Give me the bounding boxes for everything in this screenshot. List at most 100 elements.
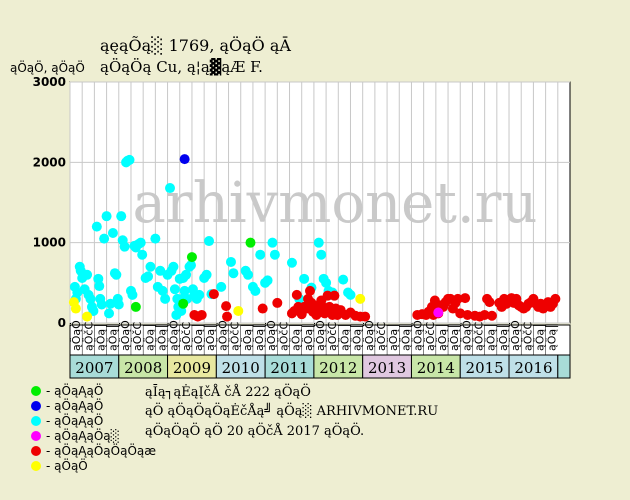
data-point	[316, 249, 327, 260]
quarter-label: ąÖą│	[289, 322, 303, 351]
plot-frame	[69, 81, 571, 324]
data-point	[262, 275, 273, 286]
year-band: 2007 2008 2009 2010 2011 2012 2013 2014 2015 2016	[69, 354, 571, 379]
data-point	[155, 265, 166, 276]
data-point	[101, 211, 112, 222]
data-point	[299, 273, 310, 284]
quarter-label: ąÖčĆ	[326, 322, 339, 351]
data-point	[119, 241, 130, 252]
quarter-label: ąÖą║	[447, 322, 461, 351]
quarter-label: ąÖčĆ	[375, 322, 388, 351]
data-point	[135, 237, 146, 248]
quarter-label: ąÖą│	[337, 322, 351, 351]
data-point	[216, 281, 227, 292]
legend-marker	[31, 401, 41, 411]
data-point	[94, 281, 105, 292]
legend: - ąÖąĄąÖ- ąÖąĄąÖ- ąÖąĄąÖ- ąÖąĄąÖą░- ąÖąĄ…	[31, 382, 156, 473]
data-point	[329, 290, 340, 301]
data-point	[286, 257, 297, 268]
legend-marker	[31, 446, 41, 456]
quarter-label: ąÖą│	[240, 322, 254, 351]
data-point	[70, 303, 81, 314]
quarter-band: ąÖąÖ ąÖčĆ ąÖą│ ąÖą║ ąÖąÖ ąÖčĆ ąÖą│ ąÖą║ ąÖąÖ ąÖčĆ…	[69, 320, 571, 356]
data-point	[313, 237, 324, 248]
quarter-label: ąÖčĆ	[473, 322, 486, 351]
quarter-label: ąÖąÖ	[509, 320, 522, 351]
quarter-label: ąÖčĆ	[521, 322, 534, 351]
quarter-label: ąÖą║	[545, 322, 559, 351]
data-point	[462, 309, 473, 320]
quarter-label: ąÖą║	[301, 322, 315, 351]
data-point	[321, 277, 332, 288]
data-point	[460, 293, 471, 304]
data-point	[272, 297, 283, 308]
quarter-label: ąÖčĆ	[424, 322, 437, 351]
data-point	[124, 154, 135, 165]
data-point	[130, 301, 141, 312]
info-line-1: ąĪą┐ąĖąĮčÅ čÅ 222 ąÖąÖ	[145, 383, 311, 400]
data-point	[82, 269, 93, 280]
data-point	[255, 249, 266, 260]
data-point	[250, 285, 261, 296]
quarter-label: ąÖąÖ	[119, 320, 132, 351]
y-tick-label: 0	[58, 316, 66, 330]
data-point	[116, 211, 127, 222]
data-point	[204, 236, 215, 247]
y-ticks: 0 1000 2000 3000	[33, 75, 66, 330]
info-line-2: ąÖ ąÖąÖąÖąĖčÅą╝ ąÖą░ ARHIVMONET.RU	[145, 402, 438, 419]
data-point	[222, 311, 233, 322]
data-point	[225, 256, 236, 267]
data-point	[105, 298, 116, 309]
data-point	[228, 268, 239, 279]
data-point	[233, 305, 244, 316]
year-label: 2010	[222, 359, 260, 377]
quarter-label: ąÖąÖ	[216, 320, 229, 351]
legend-label: - ąÖąĄąÖ	[46, 382, 103, 398]
data-point	[150, 233, 161, 244]
year-label: 2007	[75, 359, 113, 377]
data-point	[345, 289, 356, 300]
year-cell-tail	[557, 354, 571, 379]
quarter-label: ąÖą║	[203, 322, 217, 351]
data-point	[550, 293, 561, 304]
quarter-label: ąÖą║	[154, 322, 168, 351]
data-point	[96, 299, 107, 310]
year-label: 2013	[368, 359, 406, 377]
data-point	[137, 249, 148, 260]
data-point	[196, 309, 207, 320]
data-point	[145, 261, 156, 272]
legend-label: - ąÖąĄąÖ	[46, 397, 103, 413]
data-point	[127, 289, 138, 300]
data-point	[243, 269, 254, 280]
data-point	[291, 289, 302, 300]
data-point	[484, 297, 495, 308]
data-point	[267, 237, 278, 248]
data-point	[165, 183, 175, 194]
data-point	[168, 261, 179, 272]
quarter-label: ąÖčĆ	[131, 322, 144, 351]
data-point	[201, 269, 212, 280]
y-tick-label: 2000	[33, 155, 66, 169]
watermark: arhivmonet.ru	[133, 171, 538, 236]
legend-marker	[31, 461, 41, 471]
quarter-label: ąÖčĆ	[229, 322, 242, 351]
year-label: 2012	[319, 359, 357, 377]
data-point	[452, 293, 463, 304]
year-label: 2011	[270, 359, 308, 377]
chart-title: ąęąÕą░ 1769, ąÖąÖ ąĀ	[100, 35, 291, 55]
quarter-label: ąÖą║	[496, 322, 510, 351]
quarter-row	[69, 324, 571, 356]
data-point	[169, 284, 180, 295]
year-label: 2015	[466, 359, 504, 377]
data-point	[178, 298, 189, 309]
data-point	[85, 293, 96, 304]
y-axis-label: ąÖąÖ, ąÖąÖ	[10, 59, 85, 75]
data-point	[82, 311, 93, 322]
legend-label: - ąÖąĄąÖ	[46, 412, 103, 428]
quarter-label: ąÖą│	[533, 322, 547, 351]
plot-area	[69, 81, 571, 324]
data-point	[99, 233, 110, 244]
quarter-label: ąÖąÖ	[168, 320, 181, 351]
data-point	[181, 269, 192, 280]
